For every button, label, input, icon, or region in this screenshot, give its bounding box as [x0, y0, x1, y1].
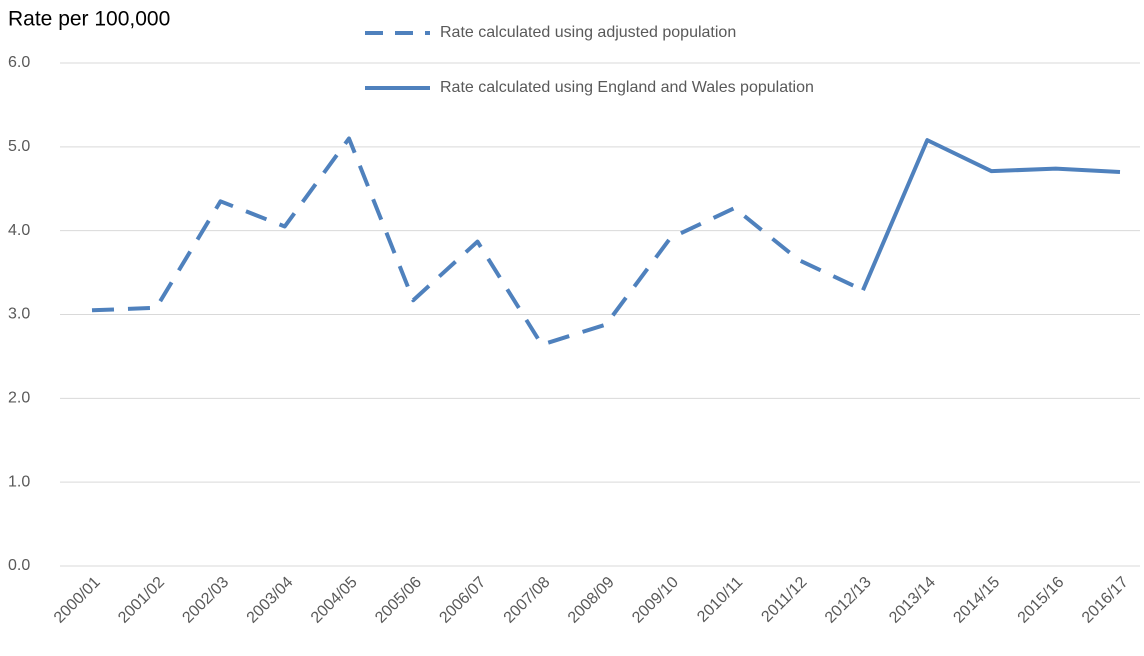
- x-tick-label: 2006/07: [436, 574, 489, 627]
- legend-label: Rate calculated using England and Wales …: [440, 79, 814, 96]
- x-tick-label: 2009/10: [629, 574, 682, 627]
- x-tick-label: 2008/09: [565, 574, 618, 627]
- x-tick-label: 2007/08: [501, 574, 554, 627]
- x-tick-label: 2016/17: [1079, 574, 1132, 627]
- x-tick-label: 2012/13: [822, 574, 875, 627]
- data-line: [861, 138, 1121, 291]
- x-tick-label: 2013/14: [886, 574, 939, 627]
- x-tick-label: 2000/01: [51, 574, 104, 627]
- y-axis-label: Rate per 100,000: [8, 8, 170, 31]
- x-tick-label: 2002/03: [179, 574, 232, 627]
- x-tick-label: 2014/15: [950, 574, 1003, 627]
- x-tick-label: 2005/06: [372, 574, 425, 627]
- x-tick-label: 2010/11: [694, 574, 746, 626]
- y-tick-label: 6.0: [8, 54, 30, 71]
- y-tick-label: 1.0: [8, 473, 30, 490]
- x-tick-label: 2001/02: [115, 574, 168, 627]
- y-tick-label: 3.0: [8, 306, 30, 323]
- y-tick-label: 0.0: [8, 557, 30, 574]
- data-line: [91, 136, 864, 347]
- x-tick-label: 2003/04: [244, 574, 297, 627]
- y-tick-label: 5.0: [8, 138, 30, 155]
- x-tick-label: 2011/12: [758, 574, 810, 626]
- x-tick-label: 2004/05: [308, 574, 361, 627]
- x-tick-label: 2015/16: [1015, 574, 1068, 627]
- y-tick-label: 4.0: [8, 222, 30, 239]
- y-tick-label: 2.0: [8, 390, 30, 407]
- legend-label: Rate calculated using adjusted populatio…: [440, 24, 736, 41]
